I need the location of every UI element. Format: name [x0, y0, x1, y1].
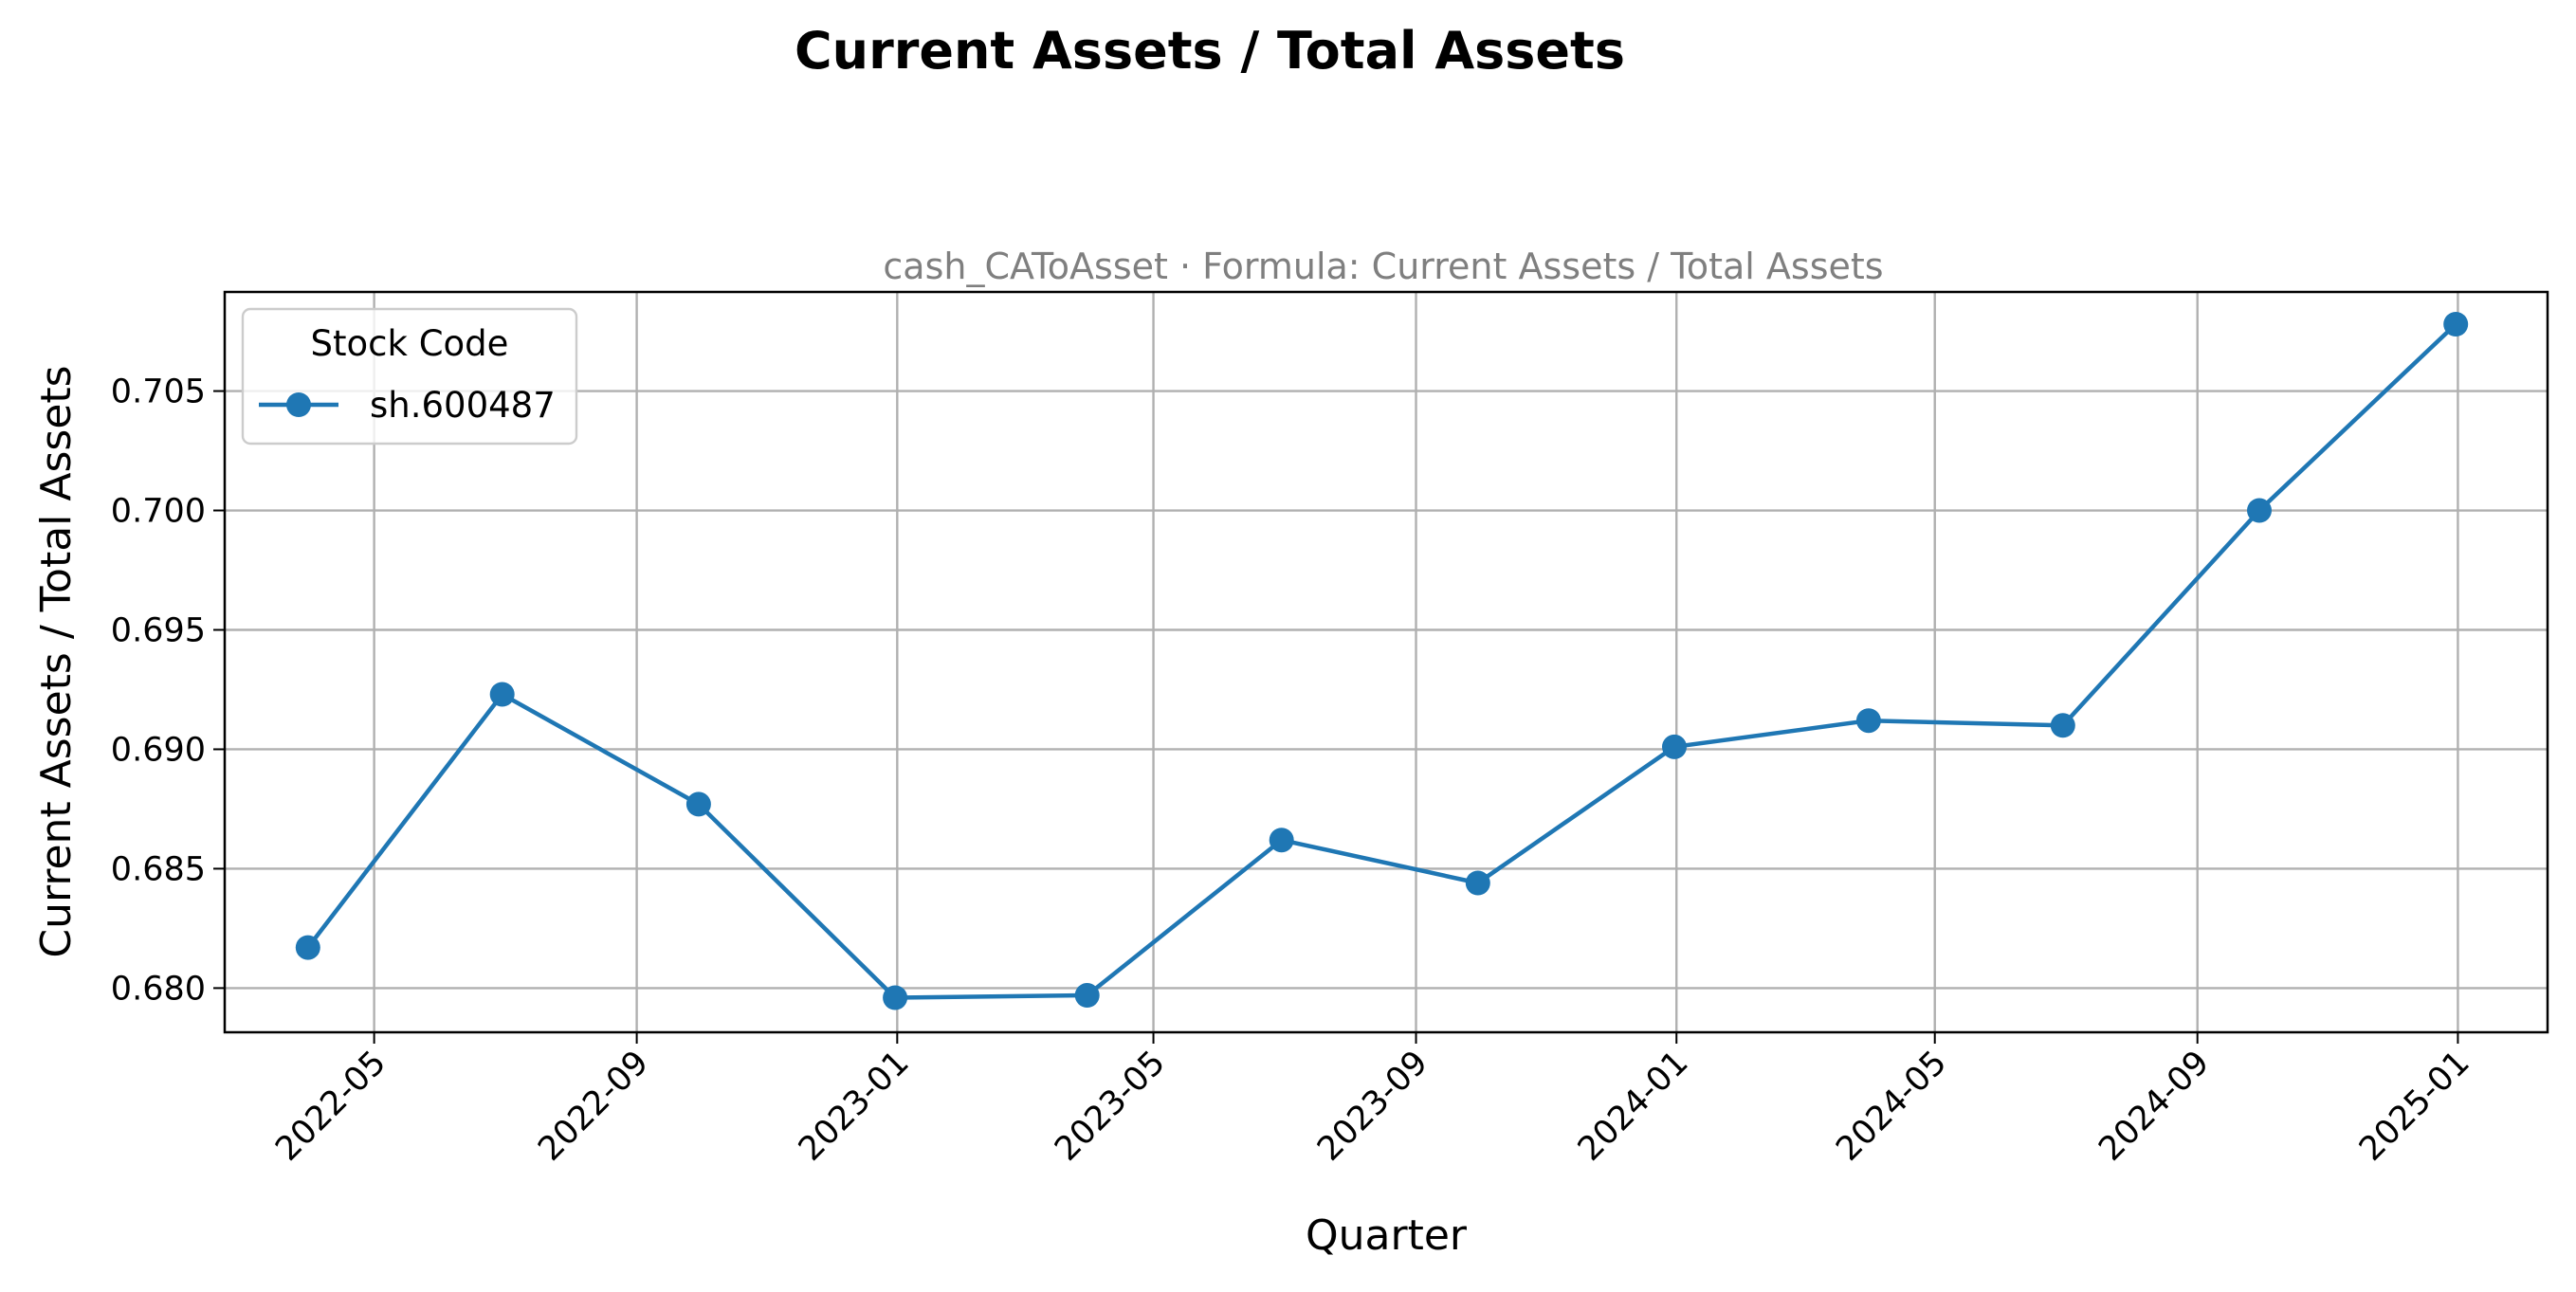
series-layer [295, 312, 2469, 1010]
y-tick-label: 0.705 [111, 373, 206, 411]
data-point [2247, 498, 2272, 523]
data-point [1269, 828, 1294, 853]
data-point [685, 792, 711, 817]
data-point [1074, 983, 1100, 1008]
y-tick-label: 0.700 [111, 493, 206, 531]
series-line [306, 322, 2457, 1000]
data-point [1465, 870, 1490, 896]
data-point [295, 935, 320, 960]
data-point [1662, 734, 1687, 759]
y-axis-ticks: 0.680 0.685 0.690 0.695 0.700 0.705 [111, 373, 225, 1008]
chart-subtitle: cash_CAToAsset · Formula: Current Assets… [883, 246, 1883, 287]
x-axis-label: Quarter [1306, 1211, 1468, 1260]
data-point [489, 682, 515, 707]
legend-box [241, 307, 578, 446]
y-axis-label: Current Assets / Total Assets [32, 365, 81, 957]
plot-frame [223, 290, 2549, 1034]
legend: Stock Code sh.600487 [241, 307, 578, 446]
data-point [883, 985, 908, 1010]
data-point [1855, 708, 1881, 734]
chart-suptitle: Current Assets / Total Assets [795, 21, 1625, 81]
y-tick-label: 0.690 [111, 731, 206, 769]
y-tick-label: 0.695 [111, 611, 206, 649]
legend-swatch-marker [286, 392, 311, 417]
y-tick-label: 0.680 [111, 970, 206, 1008]
legend-entry-label: sh.600487 [370, 385, 556, 426]
y-tick-label: 0.685 [111, 850, 206, 888]
data-point [2443, 312, 2469, 337]
legend-title: Stock Code [311, 323, 509, 364]
data-point [2050, 713, 2075, 738]
grid-lines [225, 292, 2548, 1032]
